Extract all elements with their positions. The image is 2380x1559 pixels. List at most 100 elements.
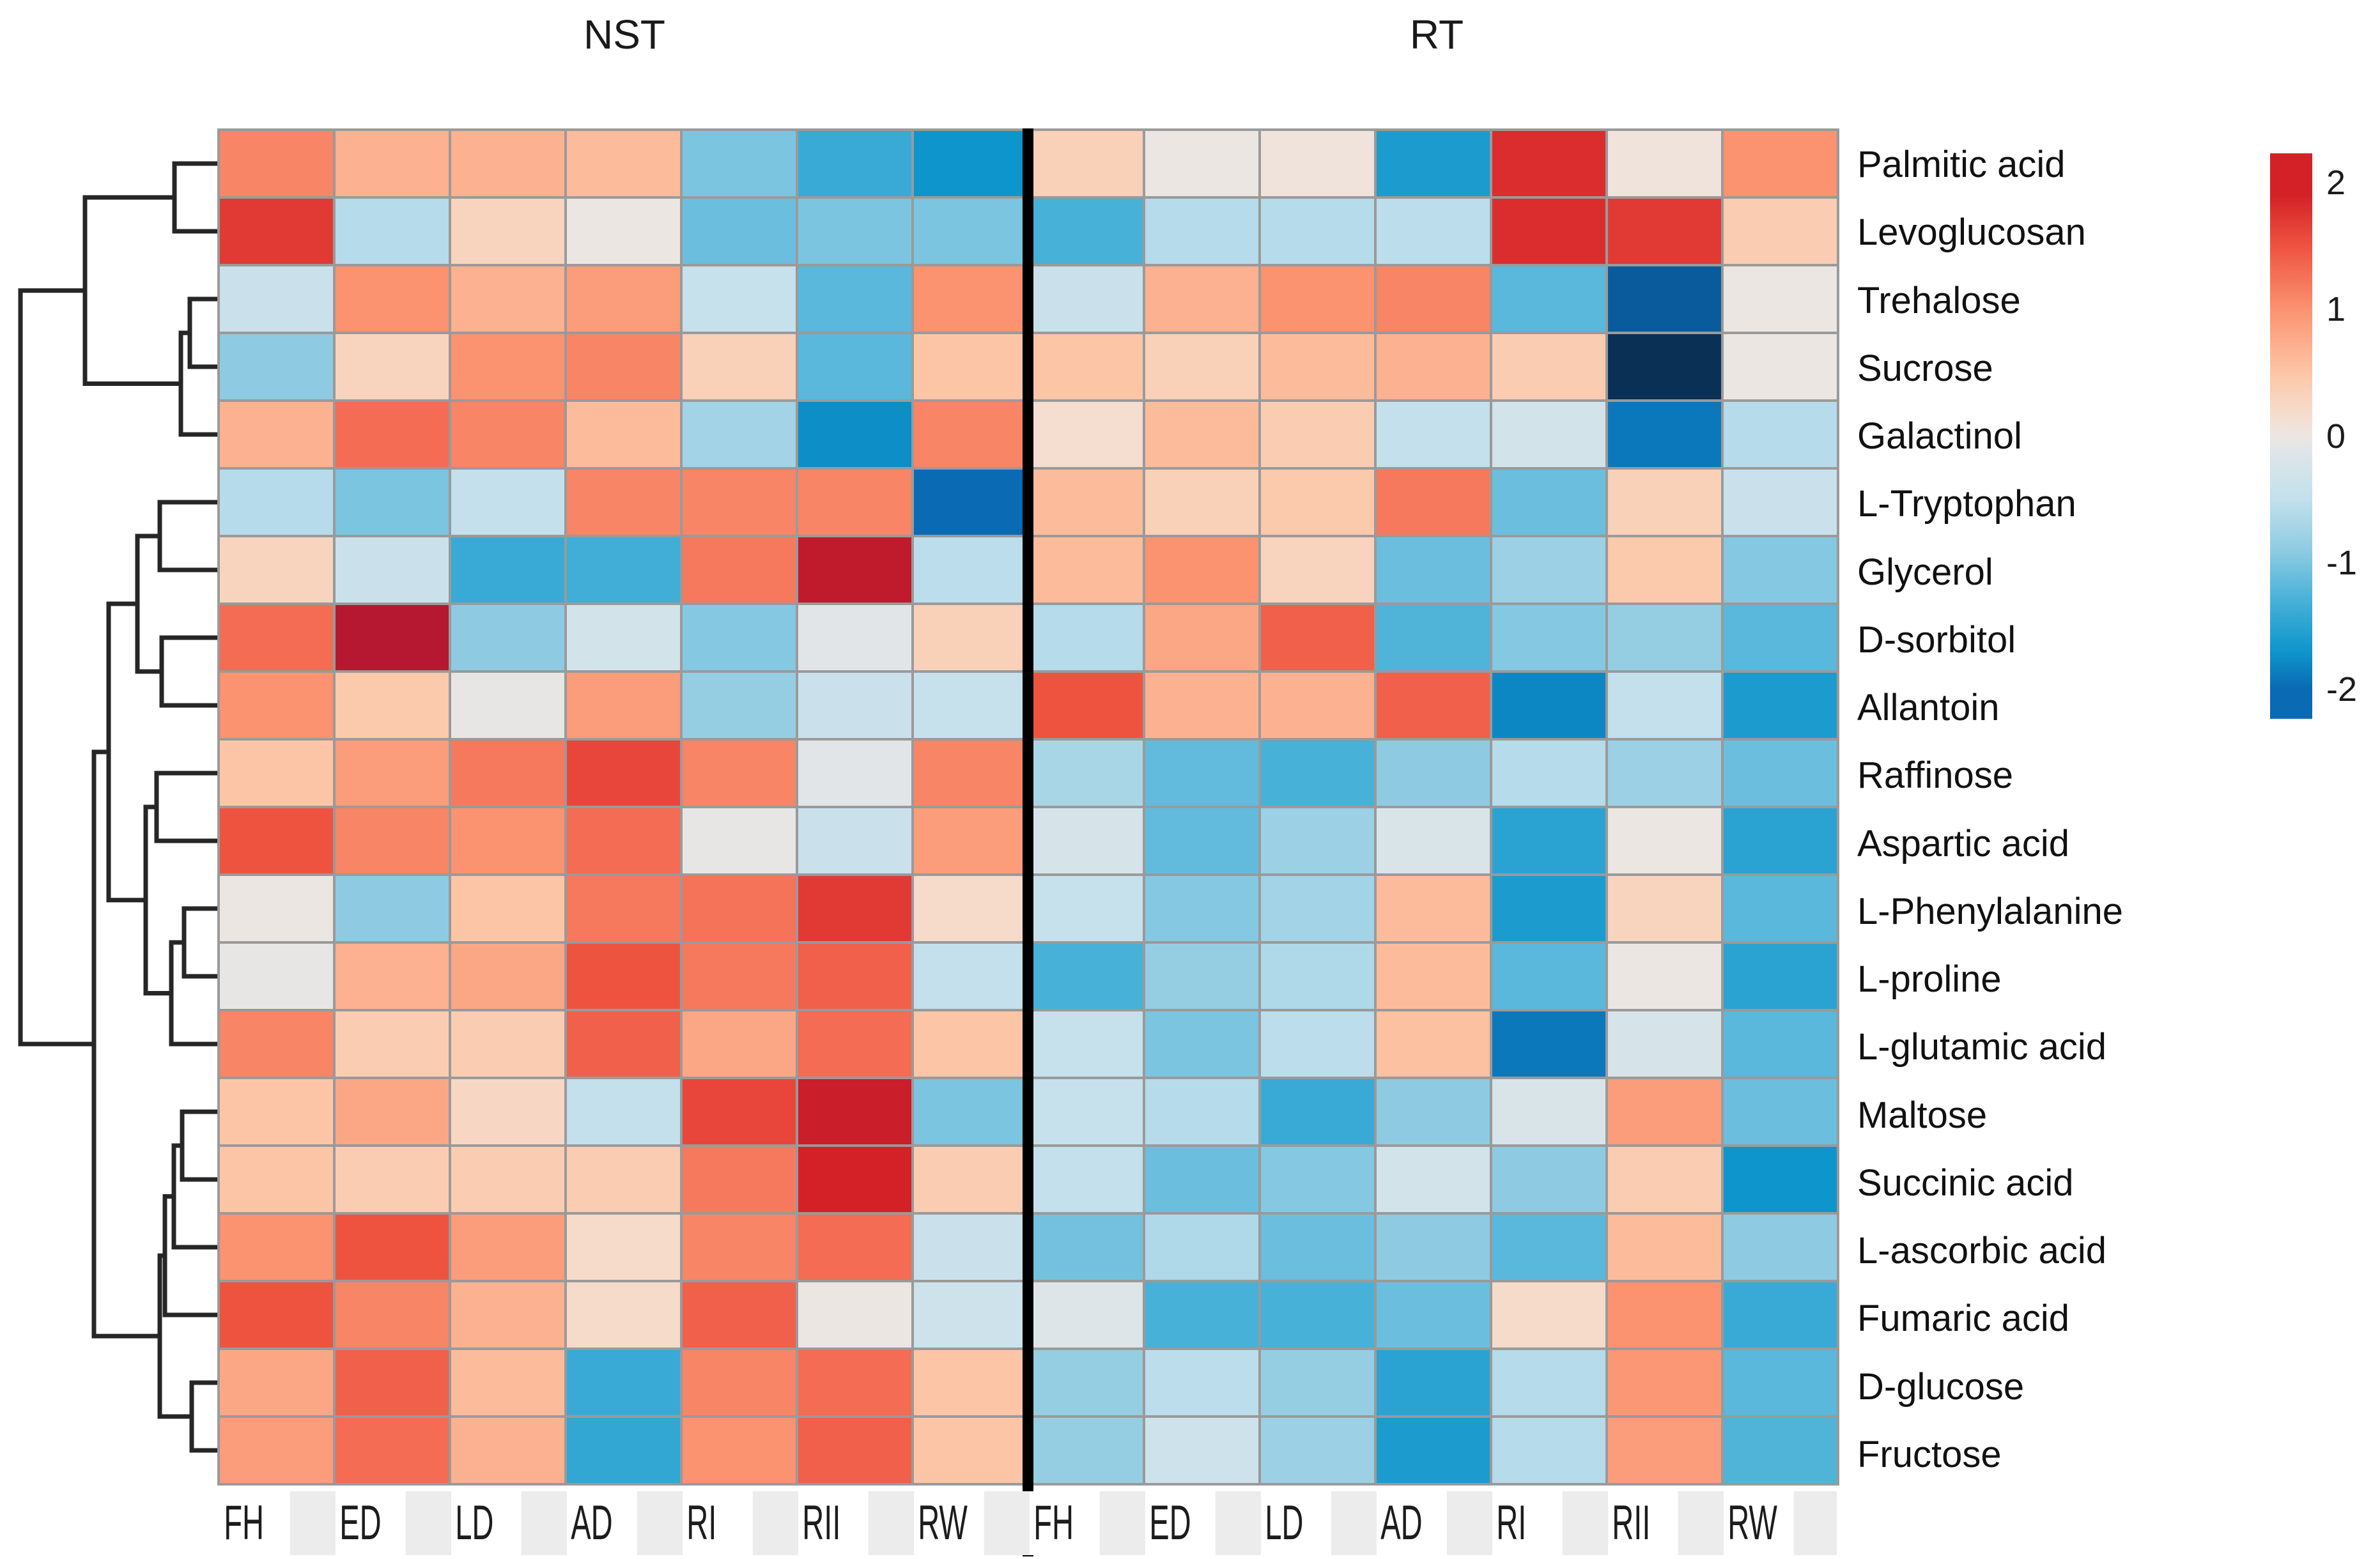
heatmap-cell bbox=[1492, 944, 1605, 1009]
column-label: LD bbox=[451, 1491, 522, 1555]
heatmap-cell bbox=[914, 131, 1027, 196]
heatmap-cell bbox=[1377, 605, 1490, 670]
heatmap-cell bbox=[1377, 199, 1490, 264]
heatmap-cell bbox=[1261, 334, 1374, 399]
row-label: D-glucose bbox=[1857, 1365, 2025, 1408]
heatmap-cell bbox=[1377, 673, 1490, 738]
heatmap-cell bbox=[1377, 334, 1490, 399]
heatmap-cell bbox=[336, 1418, 449, 1483]
heatmap-cell bbox=[1724, 605, 1837, 670]
heatmap-cell bbox=[1261, 1079, 1374, 1144]
heatmap-cell bbox=[1608, 1079, 1721, 1144]
dendrogram-link bbox=[157, 500, 220, 572]
row-label: Fumaric acid bbox=[1857, 1298, 2069, 1340]
heatmap-cell bbox=[914, 944, 1027, 1009]
dendrogram-link bbox=[171, 1143, 220, 1250]
heatmap-cell bbox=[336, 537, 449, 603]
heatmap-cell bbox=[336, 1079, 449, 1144]
heatmap-cell bbox=[451, 1282, 564, 1348]
row-label: L-ascorbic acid bbox=[1857, 1230, 2107, 1271]
dendrogram-link bbox=[159, 635, 220, 708]
heatmap-cell bbox=[336, 808, 449, 873]
heatmap-cell bbox=[1030, 808, 1143, 873]
heatmap-cell bbox=[1030, 1215, 1143, 1280]
heatmap-cell bbox=[1145, 673, 1258, 738]
row-label: Aspartic acid bbox=[1857, 822, 2070, 864]
heatmap-cell bbox=[683, 266, 796, 332]
heatmap-cell bbox=[1145, 808, 1258, 873]
heatmap-cell bbox=[1261, 673, 1374, 738]
dendrogram-link bbox=[178, 330, 220, 437]
heatmap-cell bbox=[1608, 1350, 1721, 1415]
column-label: RW bbox=[1724, 1491, 1794, 1555]
row-label: Palmitic acid bbox=[1857, 144, 2066, 185]
heatmap-cell bbox=[1030, 1011, 1143, 1077]
heatmap-cell bbox=[1145, 1282, 1258, 1348]
heatmap-cell bbox=[1145, 1418, 1258, 1483]
heatmap-cell bbox=[798, 1011, 911, 1077]
heatmap-cell bbox=[451, 808, 564, 873]
heatmap-cell bbox=[567, 199, 680, 264]
heatmap-cell bbox=[451, 199, 564, 264]
row-label: L-proline bbox=[1857, 958, 2002, 1000]
colorbar-tick-label: -2 bbox=[2326, 670, 2358, 709]
heatmap-cell bbox=[1608, 605, 1721, 670]
heatmap-cell bbox=[798, 1147, 911, 1212]
heatmap-cell bbox=[683, 1079, 796, 1144]
heatmap-cell bbox=[1030, 131, 1143, 196]
heatmap-cell bbox=[914, 1282, 1027, 1348]
heatmap-cell bbox=[1492, 1418, 1605, 1483]
heatmap-cell bbox=[1377, 1418, 1490, 1483]
heatmap-cell bbox=[914, 199, 1027, 264]
heatmap-cell bbox=[1261, 1418, 1374, 1483]
dendrogram-link bbox=[91, 749, 160, 1339]
heatmap-cell bbox=[220, 605, 333, 670]
heatmap-cell bbox=[1608, 1215, 1721, 1280]
column-label: AD bbox=[1377, 1491, 1447, 1555]
column-label: RW bbox=[914, 1491, 984, 1555]
heatmap-cell bbox=[1145, 1147, 1258, 1212]
heatmap-cell bbox=[683, 334, 796, 399]
heatmap-cell bbox=[220, 131, 333, 196]
heatmap-cell bbox=[1608, 402, 1721, 467]
heatmap-cell bbox=[220, 1282, 333, 1348]
heatmap-cell bbox=[1030, 199, 1143, 264]
heatmap-cell bbox=[336, 334, 449, 399]
heatmap-cell bbox=[1261, 1215, 1374, 1280]
group-title-nst: NST bbox=[583, 12, 665, 58]
heatmap-cell bbox=[567, 266, 680, 332]
heatmap-cell bbox=[683, 673, 796, 738]
heatmap-cell bbox=[1492, 470, 1605, 535]
row-label: Galactinol bbox=[1857, 415, 2022, 457]
heatmap-cell bbox=[451, 402, 564, 467]
heatmap-cell bbox=[1724, 1079, 1837, 1144]
heatmap-cell bbox=[1608, 741, 1721, 806]
heatmap-cell bbox=[798, 470, 911, 535]
heatmap-cell bbox=[1261, 131, 1374, 196]
heatmap-cell bbox=[336, 673, 449, 738]
row-label: Raffinose bbox=[1857, 755, 2013, 797]
heatmap-cell bbox=[1261, 199, 1374, 264]
heatmap-cell bbox=[336, 1282, 449, 1348]
heatmap-cell bbox=[220, 1215, 333, 1280]
heatmap-cell bbox=[1030, 402, 1143, 467]
heatmap-cell bbox=[1261, 1147, 1374, 1212]
heatmap-cell bbox=[336, 876, 449, 941]
heatmap-cell bbox=[914, 1147, 1027, 1212]
row-label: Glycerol bbox=[1857, 551, 1993, 593]
heatmap-cell bbox=[220, 1350, 333, 1415]
heatmap-cell bbox=[1492, 1282, 1605, 1348]
heatmap-cell bbox=[1377, 266, 1490, 332]
heatmap-cell bbox=[1030, 470, 1143, 535]
heatmap-cell bbox=[1608, 876, 1721, 941]
dendrogram-link bbox=[180, 1109, 220, 1182]
heatmap-cell bbox=[220, 266, 333, 332]
heatmap-cell bbox=[567, 1215, 680, 1280]
heatmap-cell bbox=[451, 673, 564, 738]
heatmap-cell bbox=[1377, 1350, 1490, 1415]
heatmap-cell bbox=[1145, 741, 1258, 806]
heatmap-cell bbox=[567, 808, 680, 873]
heatmap-cell bbox=[1724, 876, 1837, 941]
heatmap-cell bbox=[1608, 334, 1721, 399]
heatmap-cell bbox=[220, 808, 333, 873]
